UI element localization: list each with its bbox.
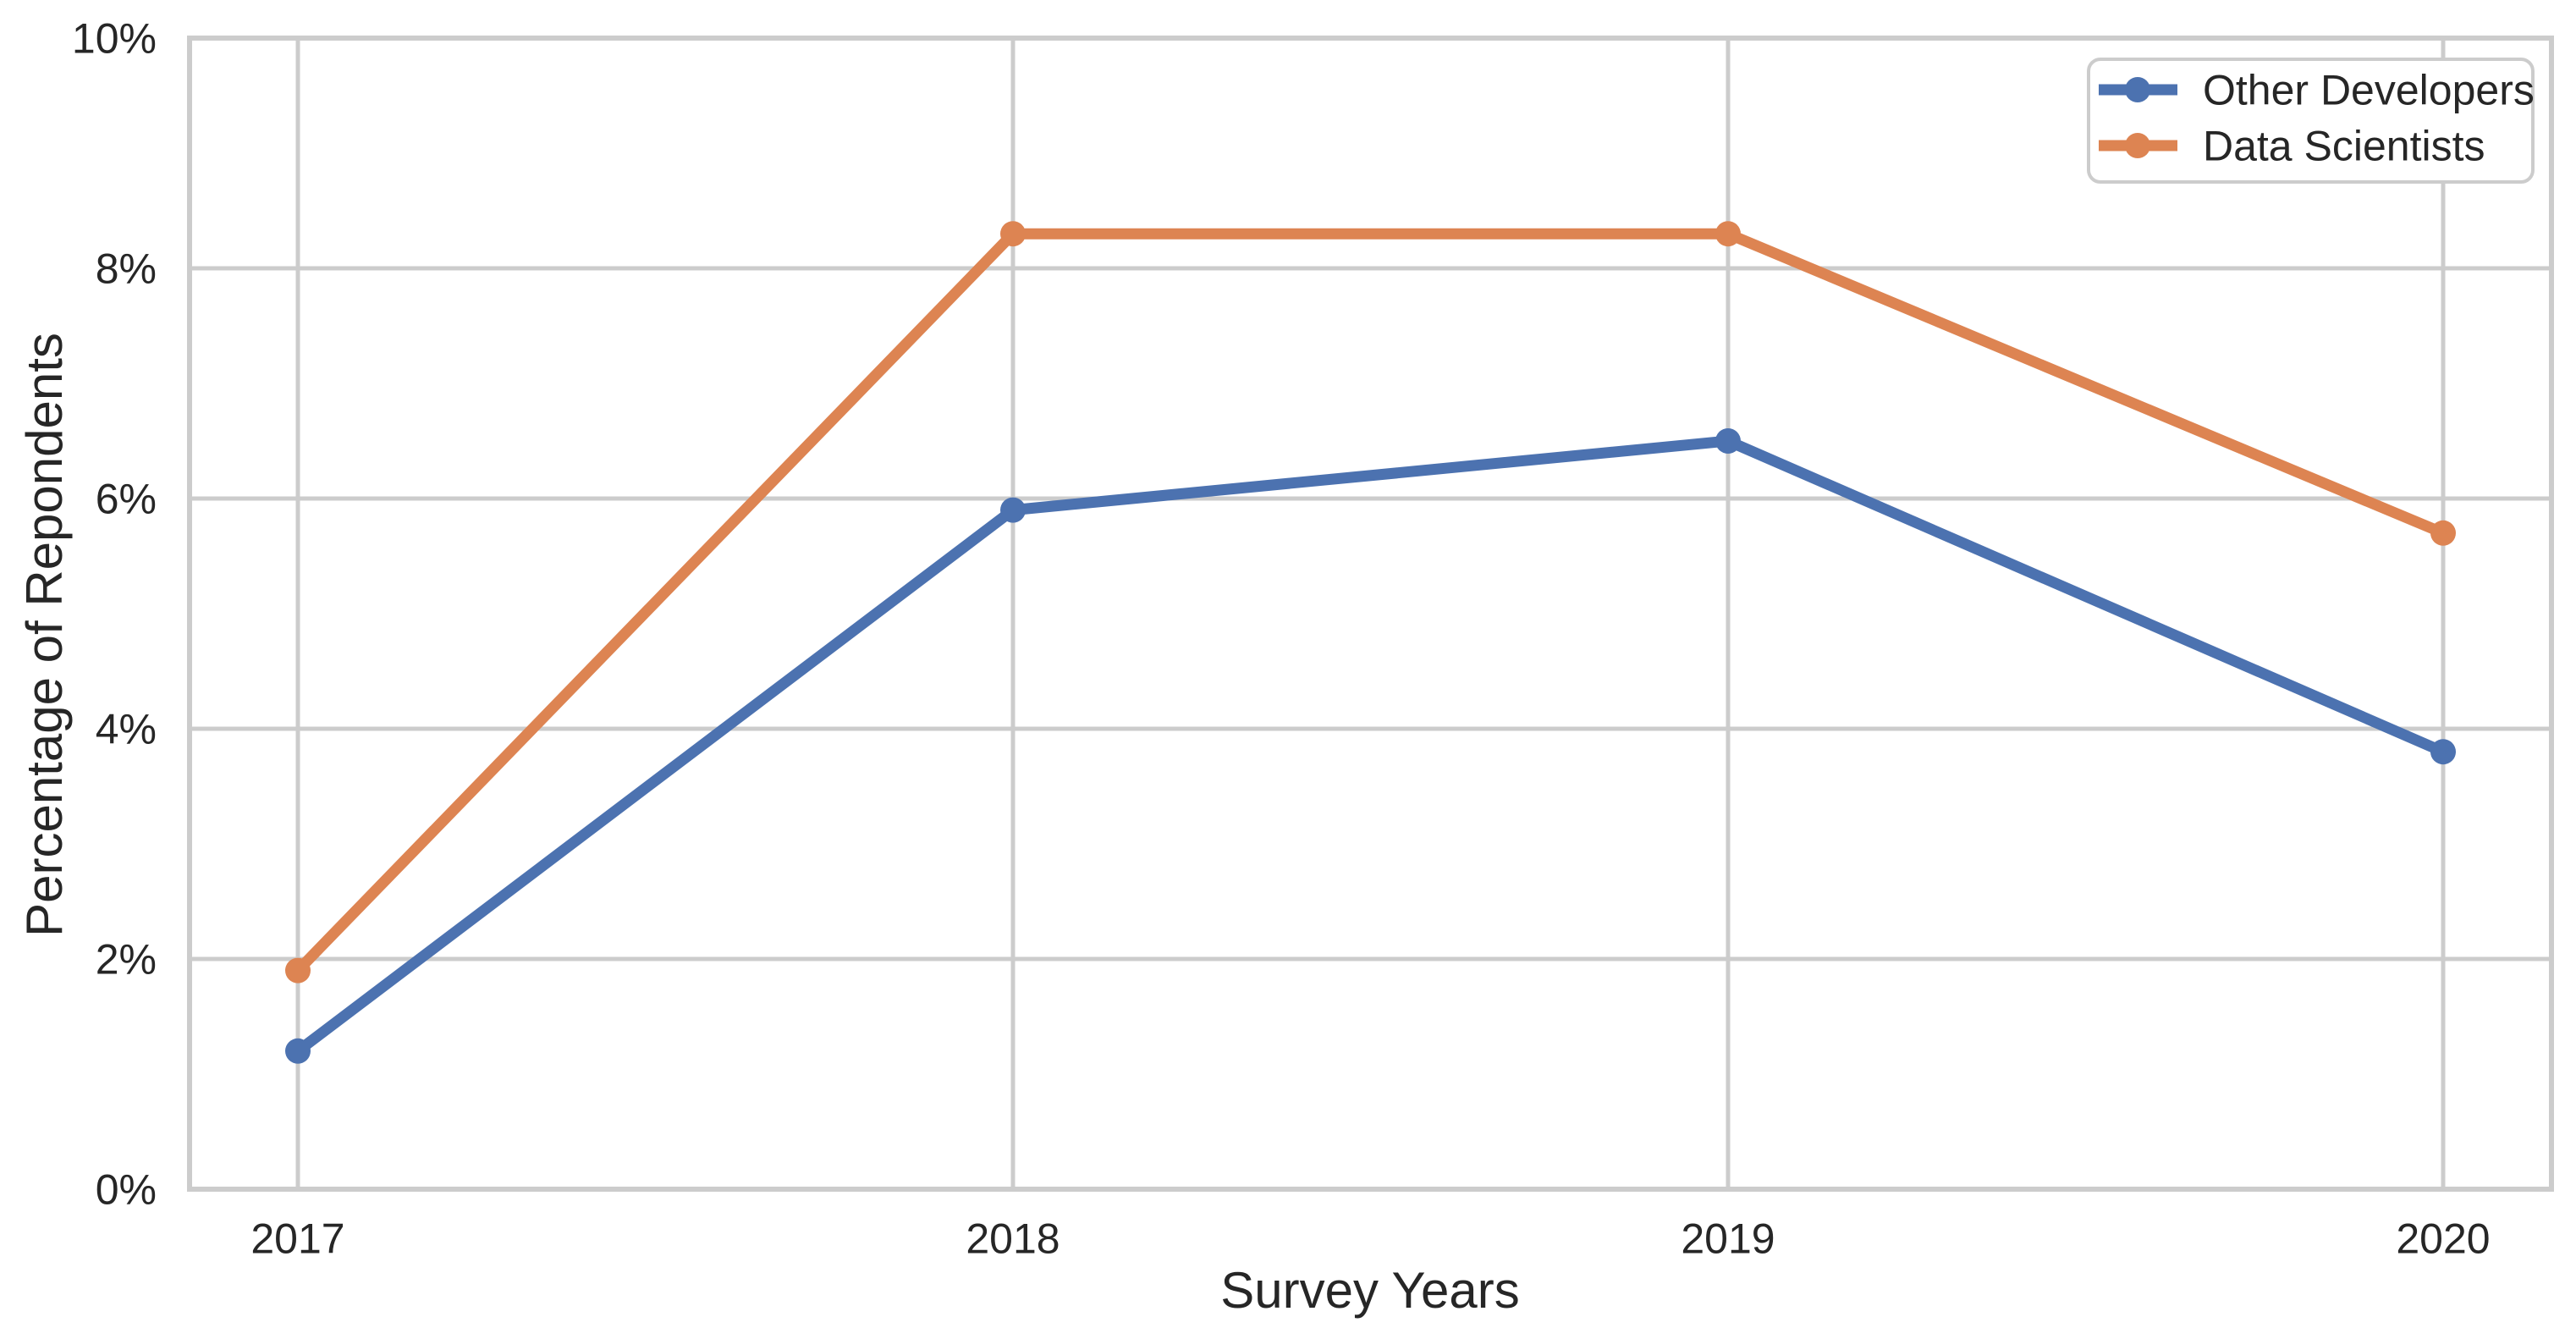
y-tick-labels: 0% 2% 4% 6% 8% 10% [72, 15, 157, 1214]
data-point-marker [1000, 221, 1026, 247]
y-tick-label: 4% [96, 706, 157, 753]
gridlines [190, 36, 2551, 1192]
data-point-marker [285, 1038, 311, 1064]
legend-box [2087, 58, 2535, 184]
data-point-marker [1715, 428, 1741, 454]
x-tick-label: 2019 [1681, 1215, 1775, 1263]
x-tick-label: 2017 [250, 1215, 344, 1263]
y-tick-label: 0% [96, 1166, 157, 1214]
y-tick-label: 2% [96, 936, 157, 984]
y-tick-label: 10% [72, 15, 157, 63]
data-series [285, 221, 2456, 1064]
data-point-marker [285, 957, 311, 984]
legend-entry-data-scientists: Data Scientists [2099, 123, 2485, 170]
data-point-marker [1000, 497, 1026, 523]
x-axis-label: Survey Years [1220, 1262, 1520, 1319]
y-tick-label: 8% [96, 245, 157, 293]
data-point-marker [2430, 739, 2456, 765]
legend-marker-circle [2125, 133, 2150, 158]
legend-marker-circle [2125, 77, 2150, 102]
x-tick-label: 2020 [2396, 1215, 2490, 1263]
plot-frame [187, 36, 2554, 1192]
y-axis-label: Percentage of Repondents [16, 333, 73, 937]
data-point-marker [2430, 520, 2456, 546]
x-tick-labels: 2017 2018 2019 2020 [250, 1215, 2490, 1263]
legend-label: Other Developers [2203, 67, 2535, 114]
legend: Other Developers Data Scientists [2087, 58, 2535, 184]
data-point-marker [1715, 221, 1741, 247]
legend-label: Data Scientists [2203, 123, 2485, 170]
series-line-data-scientists [294, 228, 2446, 975]
x-tick-label: 2018 [966, 1215, 1060, 1263]
series-line-other-developers [294, 435, 2446, 1055]
legend-entry-other-developers: Other Developers [2099, 67, 2535, 114]
y-tick-label: 6% [96, 476, 157, 523]
